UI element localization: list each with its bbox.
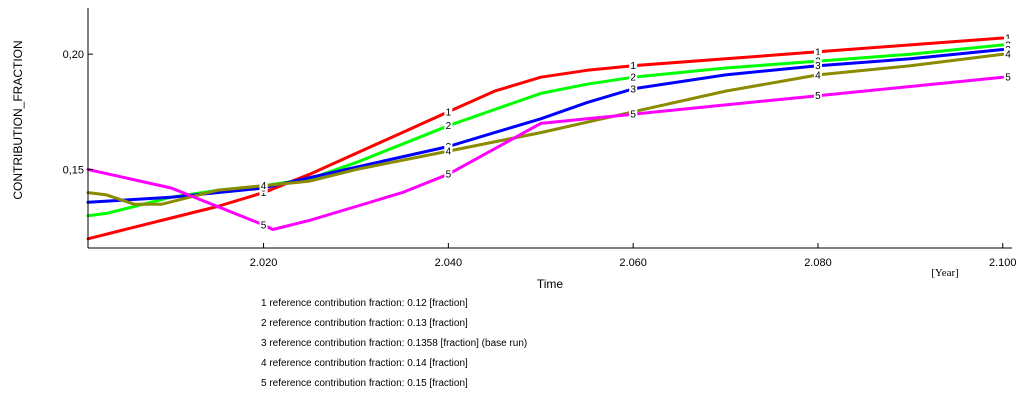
- run-label-bg: [813, 45, 822, 57]
- legend-entry-4: 4 reference contribution fraction: 0.14 …: [261, 358, 468, 369]
- legend-entry-3: 3 reference contribution fraction: 0.135…: [261, 338, 527, 349]
- run-label-bg: [813, 59, 822, 71]
- run-label-5: 5: [815, 91, 821, 102]
- run-label-bg: [629, 82, 638, 94]
- series-line-4: [86, 52, 1005, 206]
- legend: 1 reference contribution fraction: 0.12 …: [261, 298, 527, 389]
- run-label-1: 1: [446, 107, 452, 118]
- x-tick-label: 2.060: [619, 257, 647, 269]
- run-label-1: 1: [630, 61, 636, 72]
- series-line-5: [86, 75, 1005, 231]
- run-label-4: 4: [1005, 50, 1011, 61]
- run-label-bg: [1004, 48, 1012, 60]
- run-label-3: 3: [630, 84, 636, 95]
- run-label-bg: [259, 218, 268, 230]
- run-label-bg: [1004, 32, 1012, 43]
- run-label-bg: [444, 145, 453, 157]
- x-tick-label: 2.040: [435, 257, 463, 269]
- x-tick-label: 2.080: [804, 257, 832, 269]
- run-label-5: 5: [1005, 73, 1011, 84]
- run-label-5: 5: [261, 220, 267, 231]
- run-label-bg: [813, 89, 822, 101]
- run-label-2: 2: [630, 73, 636, 84]
- run-label-1: 1: [261, 188, 267, 199]
- y-axis-ticks: 0,15 0,20: [63, 49, 93, 177]
- run-label-bg: [629, 108, 638, 120]
- y-tick-label: 0,20: [63, 49, 84, 61]
- x-axis-ticks: 2.020 2.040 2.060 2.080 2.100: [250, 243, 1017, 269]
- x-axis-unit: [Year]: [931, 267, 959, 279]
- run-label-bg: [444, 168, 453, 180]
- run-label-bg: [813, 68, 822, 80]
- x-tick-label: 2.100: [989, 257, 1017, 269]
- run-label-3: 3: [815, 61, 821, 72]
- run-label-4: 4: [446, 147, 452, 158]
- run-label-5: 5: [446, 170, 452, 181]
- run-label-2: 2: [446, 121, 452, 132]
- y-axis-title: CONTRIBUTION_FRACTION: [11, 40, 25, 199]
- run-label-bg: [444, 119, 453, 131]
- run-label-5: 5: [630, 110, 636, 121]
- run-label-4: 4: [261, 181, 267, 192]
- y-tick-label: 0,15: [63, 165, 84, 177]
- run-label-bg: [629, 71, 638, 83]
- run-label-bg: [259, 179, 268, 191]
- x-axis-title: Time: [537, 277, 564, 291]
- run-label-1: 1: [815, 47, 821, 58]
- run-label-bg: [444, 105, 453, 117]
- run-label-bg: [629, 59, 638, 71]
- run-label-4: 4: [815, 70, 821, 81]
- legend-entry-2: 2 reference contribution fraction: 0.13 …: [261, 318, 468, 329]
- legend-entry-1: 1 reference contribution fraction: 0.12 …: [261, 298, 468, 309]
- run-label-bg: [1004, 71, 1012, 83]
- x-tick-label: 2.020: [250, 257, 278, 269]
- run-labels: 1111122222333334444455555: [259, 32, 1012, 231]
- legend-entry-5: 5 reference contribution fraction: 0.15 …: [261, 378, 468, 389]
